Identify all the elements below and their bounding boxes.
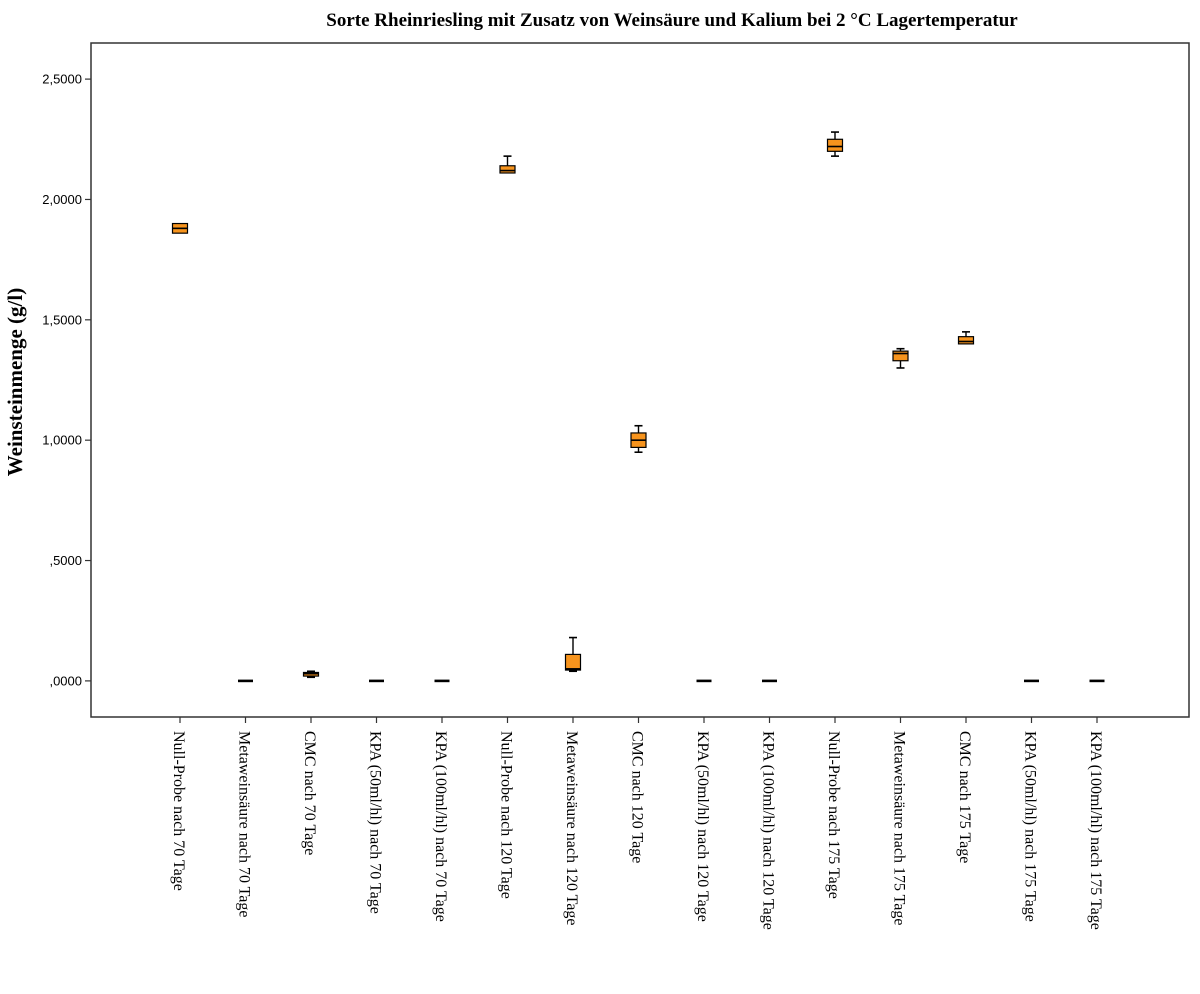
y-tick-label: 2,5000 [42, 72, 82, 87]
x-tick-label: Null-Probe nach 70 Tage [170, 731, 187, 891]
y-axis: ,0000 ,5000 1,0000 1,5000 2,0000 2,5000 [42, 72, 91, 688]
iqr-box [957, 336, 975, 345]
x-tick-label: Metaweinsäure nach 175 Tage [891, 731, 908, 926]
x-tick-label: Metaweinsäure nach 70 Tage [236, 731, 253, 918]
iqr-box [499, 165, 516, 174]
x-tick-label: KPA (50ml/hl) nach 70 Tage [367, 731, 384, 914]
x-tick-label: Null-Probe nach 175 Tage [825, 731, 842, 899]
box-plot-item [302, 670, 320, 679]
y-tick-label: ,0000 [49, 673, 82, 688]
x-tick-label: Metaweinsäure nach 120 Tage [563, 731, 580, 926]
y-tick-label: 1,0000 [42, 433, 82, 448]
x-tick-label: CMC nach 70 Tage [301, 731, 318, 855]
y-tick-label: 1,5000 [42, 312, 82, 327]
x-axis: Null-Probe nach 70 Tage Metaweinsäure nac… [170, 717, 1104, 930]
box-plot-item [171, 222, 189, 234]
x-tick-label: KPA (100ml/hl) nach 175 Tage [1087, 731, 1104, 930]
box-plot-item [564, 636, 582, 673]
boxes-group [171, 131, 1105, 683]
box-plot-item [630, 424, 647, 454]
x-tick-label: Null-Probe nach 120 Tage [498, 731, 515, 899]
y-tick-label: 2,0000 [42, 192, 82, 207]
box-plot-item [826, 131, 844, 157]
box-plot-item [957, 331, 975, 345]
y-tick-label: ,5000 [49, 553, 82, 568]
x-tick-label: KPA (50ml/hl) nach 120 Tage [694, 731, 711, 922]
y-axis-label: Weinsteinmenge (g/l) [3, 288, 27, 476]
x-tick-label: KPA (100ml/hl) nach 120 Tage [760, 731, 777, 930]
iqr-box [826, 138, 844, 152]
x-tick-label: CMC nach 175 Tage [956, 731, 973, 863]
iqr-box [892, 350, 909, 362]
box-plot-item [892, 347, 909, 369]
plot-area-frame [90, 42, 1190, 718]
x-tick-label: CMC nach 120 Tage [629, 731, 646, 863]
x-tick-label: KPA (50ml/hl) nach 175 Tage [1022, 731, 1039, 922]
x-tick-label: KPA (100ml/hl) nach 70 Tage [432, 731, 449, 922]
iqr-box [564, 653, 582, 671]
chart-title: Sorte Rheinriesling mit Zusatz von Weins… [326, 10, 1018, 31]
box-plot-item [499, 155, 516, 174]
